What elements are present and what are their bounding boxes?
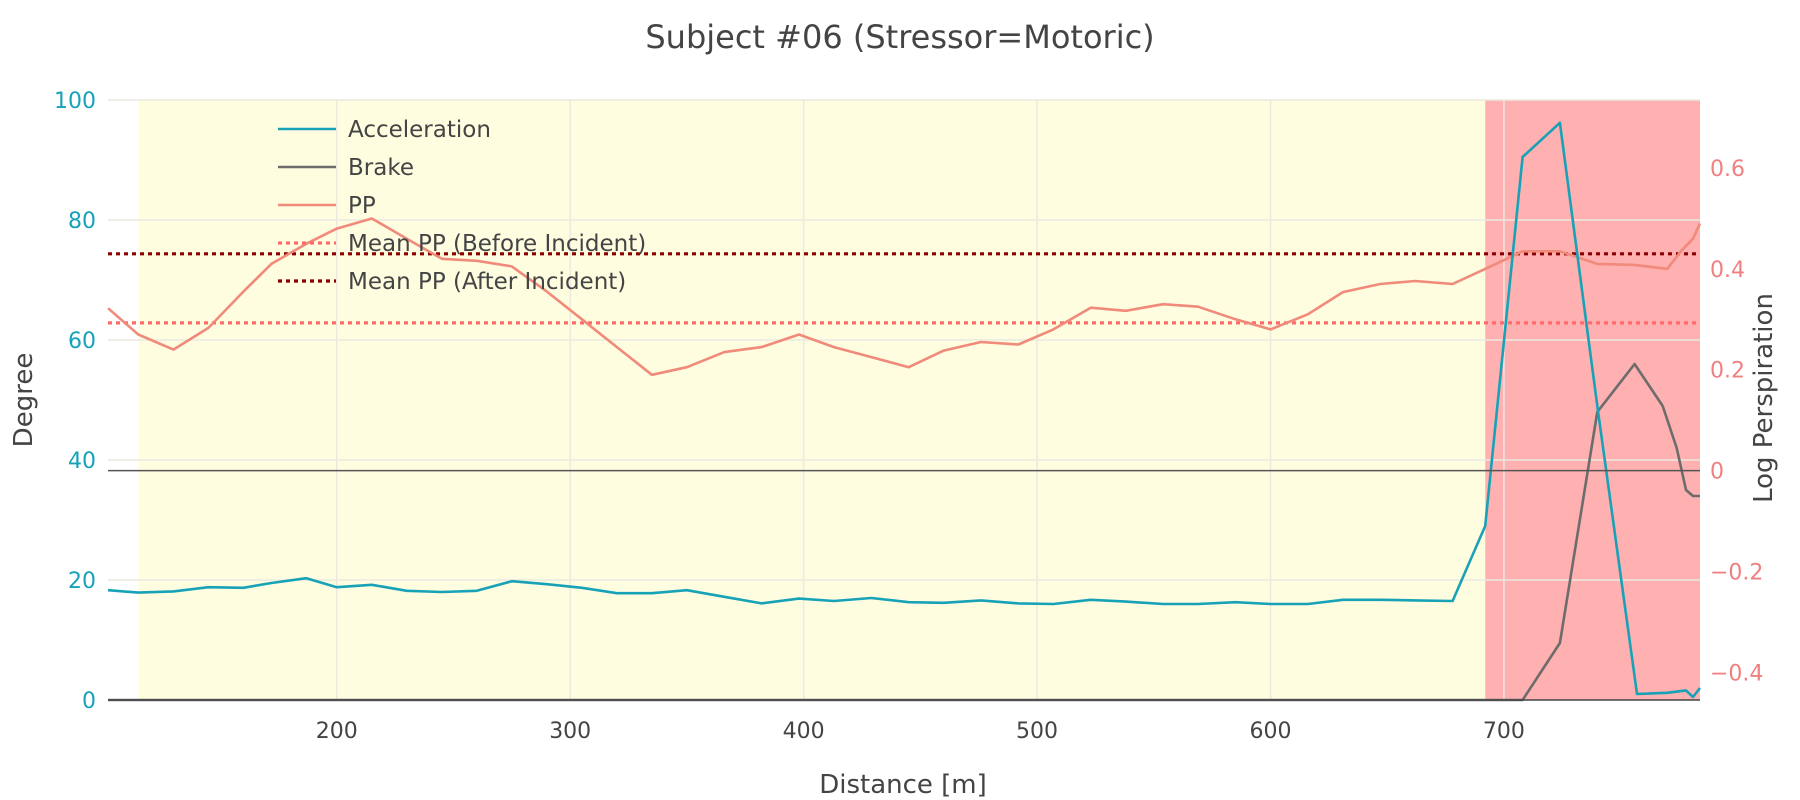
regions-layer: [138, 100, 1700, 700]
legend-label-mean-pp-before: Mean PP (Before Incident): [348, 231, 646, 257]
x-tick-label: 500: [1016, 719, 1058, 744]
legend-label-mean-pp-after: Mean PP (After Incident): [348, 269, 626, 295]
legend-label-acceleration: Acceleration: [348, 117, 491, 143]
legend-label-brake: Brake: [348, 155, 414, 181]
region-before-incident: [138, 100, 1486, 700]
y-left-tick-label: 0: [82, 689, 96, 714]
y-right-axis-title: Log Perspiration: [1749, 293, 1779, 503]
x-tick-label: 300: [549, 719, 591, 744]
x-tick-label: 600: [1249, 719, 1291, 744]
y-left-tick-label: 20: [68, 569, 96, 594]
y-right-tick-label: 0: [1710, 460, 1724, 485]
x-tick-label: 200: [316, 719, 358, 744]
region-after-incident: [1485, 100, 1700, 700]
chart-title: Subject #06 (Stressor=Motoric): [645, 18, 1154, 56]
x-tick-label: 400: [783, 719, 825, 744]
y-right-tick-label: −0.4: [1710, 661, 1763, 686]
legend-label-pp: PP: [348, 193, 376, 219]
y-right-tick-label: 0.6: [1710, 157, 1745, 182]
y-left-tick-label: 60: [68, 329, 96, 354]
y-right-tick-label: −0.2: [1710, 560, 1763, 585]
y-right-tick-label: 0.2: [1710, 359, 1745, 384]
acceleration-line: [107, 121, 1702, 699]
grid-layer: [108, 99, 1700, 700]
y-left-tick-label: 80: [68, 209, 96, 234]
legend-layer: Acceleration Brake PP Mean PP (Before Incid…: [278, 117, 646, 295]
y-left-axis-title: Degree: [9, 353, 39, 448]
x-tick-label: 700: [1483, 719, 1525, 744]
y-right-tick-label: 0.4: [1710, 258, 1745, 283]
axes-layer: 200 300 400 500 600 700 0 20 40 60 80 100 −0.4 −0.2 0 0…: [54, 89, 1763, 744]
y-left-tick-label: 40: [68, 449, 96, 474]
y-left-tick-label: 100: [54, 89, 96, 114]
x-axis-title: Distance [m]: [819, 770, 987, 800]
pp-line: [107, 217, 1702, 377]
